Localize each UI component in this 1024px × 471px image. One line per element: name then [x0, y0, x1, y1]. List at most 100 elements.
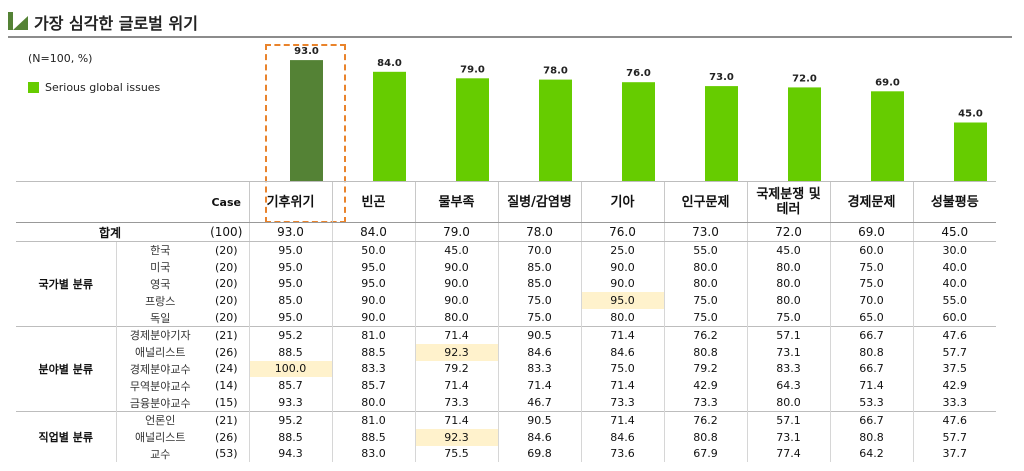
value-cell: 83.3 [746, 360, 830, 378]
value-cell: 55.0 [912, 292, 996, 310]
value-cell: 57.1 [746, 325, 830, 344]
value-cell: 95.2 [248, 410, 332, 429]
bar-3 [539, 79, 572, 181]
total-label: 합계 [16, 222, 204, 242]
row-label: 경제분야교수 [129, 362, 191, 376]
value-cell: 95.0 [331, 275, 415, 293]
row-label: 애널리스트 [134, 346, 186, 360]
bar-7 [871, 91, 904, 181]
table-row: 금융분야교수 (15) 93.3 80.0 73.3 46.7 73.3 73.3 80.0 53… [16, 394, 996, 412]
highlighted-cell: 100.0 [248, 360, 332, 378]
value-cell: 90.5 [497, 410, 581, 429]
value-cell: 95.0 [248, 309, 332, 327]
value-cell: 66.7 [829, 360, 913, 378]
value-cell: 66.7 [829, 410, 913, 429]
value-cell: 76.2 [663, 325, 747, 344]
value-cell: 75.0 [829, 258, 913, 276]
value-cell: 75.0 [746, 309, 830, 327]
table-row: 분야별 분류 경제분야기자 (21) 95.2 81.0 71.4 90.5 71.4 76.2… [16, 325, 996, 412]
total-value: 84.0 [331, 222, 415, 242]
table-row: 경제분야교수 (24) 100.0 83.3 79.2 83.3 75.0 79.2 83.3 6… [16, 360, 996, 378]
value-cell: 55.0 [663, 240, 747, 259]
bar-2 [456, 78, 489, 181]
value-cell: 84.6 [497, 343, 581, 361]
value-cell: 80.0 [746, 394, 830, 412]
value-cell: 42.9 [663, 377, 747, 395]
row-case: (20) [214, 311, 238, 325]
table-row: 애널리스트 (26) 88.5 88.5 92.3 84.6 84.6 80.8 73.1 80.… [16, 428, 996, 446]
value-cell: 80.0 [663, 275, 747, 293]
value-cell: 81.0 [331, 325, 415, 344]
row-label: 한국 [116, 240, 204, 259]
row-label: 애널리스트 [134, 431, 186, 445]
value-cell: 57.7 [912, 428, 996, 446]
row-case: (26) [214, 430, 238, 444]
value-cell: 88.5 [331, 343, 415, 361]
value-cell: 80.0 [746, 275, 830, 293]
table-row: 무역분야교수 (14) 85.7 85.7 71.4 71.4 71.4 42.9 64.3 71… [16, 377, 996, 395]
table-row: 직업별 분류 언론인 (21) 95.2 81.0 71.4 90.5 71.4 76.2 57.… [16, 410, 996, 463]
value-cell: 85.7 [248, 377, 332, 395]
value-cell: 73.3 [414, 394, 498, 412]
value-cell: 95.2 [248, 325, 332, 344]
title-bar: 가장 심각한 글로벌 위기 [8, 6, 1012, 38]
issue-header: 국제분쟁 및 테러 [746, 181, 830, 223]
value-cell: 25.0 [580, 240, 664, 259]
row-case: (15) [214, 396, 238, 410]
row-label: 금융분야교수 [129, 396, 191, 410]
value-cell: 76.2 [663, 410, 747, 429]
bar-value-label: 45.0 [958, 109, 983, 120]
highlighted-cell: 92.3 [414, 343, 498, 361]
value-cell: 95.0 [248, 240, 332, 259]
value-cell: 40.0 [912, 275, 996, 293]
page-title: 가장 심각한 글로벌 위기 [34, 14, 198, 33]
issue-header: 물부족 [414, 181, 498, 223]
value-cell: 75.0 [580, 360, 664, 378]
bar-8 [954, 122, 987, 181]
row-label: 독일 [150, 311, 171, 325]
value-cell: 90.0 [331, 309, 415, 327]
issue-header: 인구문제 [663, 181, 747, 223]
total-value: 69.0 [829, 222, 913, 242]
issue-header: 기아 [580, 181, 664, 223]
value-cell: 90.5 [497, 325, 581, 344]
row-case: (21) [204, 325, 249, 344]
value-cell: 84.6 [580, 428, 664, 446]
value-cell: 66.7 [829, 325, 913, 344]
bar-value-label: 79.0 [460, 64, 485, 75]
value-cell: 67.9 [663, 445, 747, 463]
value-cell: 42.9 [912, 377, 996, 395]
value-cell: 73.1 [746, 428, 830, 446]
issue-header: 빈곤 [331, 181, 415, 223]
value-cell: 71.4 [497, 377, 581, 395]
bar-value-label: 84.0 [377, 58, 402, 69]
value-cell: 53.3 [829, 394, 913, 412]
value-cell: 71.4 [580, 410, 664, 429]
bar-chart: 93.0 84.0 79.0 78.0 76.0 73.0 72.0 69.0 45.0 [290, 46, 987, 181]
row-case: (26) [214, 345, 238, 359]
value-cell: 80.8 [663, 428, 747, 446]
value-cell: 90.0 [580, 275, 664, 293]
value-cell: 73.3 [580, 394, 664, 412]
value-cell: 64.2 [829, 445, 913, 463]
table-row: 교수 (53) 94.3 83.0 75.5 69.8 73.6 67.9 77.4 64.2 37… [16, 445, 996, 463]
value-cell: 71.4 [414, 377, 498, 395]
bar-value-label: 76.0 [626, 68, 651, 79]
value-cell: 85.7 [331, 377, 415, 395]
value-cell: 71.4 [414, 325, 498, 344]
group-label: 분야별 분류 [16, 325, 117, 412]
row-label: 영국 [150, 277, 171, 291]
issue-header: 기후위기 [248, 181, 332, 223]
value-cell: 84.6 [580, 343, 664, 361]
value-cell: 57.1 [746, 410, 830, 429]
total-value: 76.0 [580, 222, 664, 242]
value-cell: 75.0 [663, 292, 747, 310]
row-case: (20) [214, 294, 238, 308]
value-cell: 90.0 [331, 292, 415, 310]
value-cell: 71.4 [414, 410, 498, 429]
value-cell: 94.3 [248, 445, 332, 463]
value-cell: 93.3 [248, 394, 332, 412]
value-cell: 46.7 [497, 394, 581, 412]
bar-value-label: 78.0 [543, 66, 568, 77]
row-case: (21) [204, 410, 249, 429]
